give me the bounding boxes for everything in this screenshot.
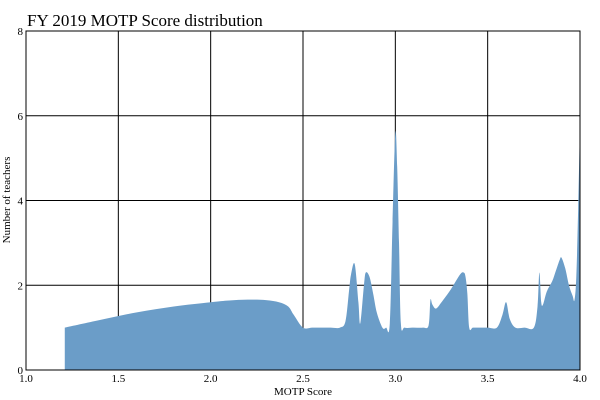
x-axis-ticks: 1.0 1.5 2.0 2.5 3.0 3.5 4.0 <box>19 373 587 385</box>
plot-frame <box>25 30 581 371</box>
y-axis-ticks: 0 2 4 6 8 <box>18 26 24 377</box>
x-tick-label: 3.5 <box>481 373 495 385</box>
y-tick-label: 2 <box>18 280 24 292</box>
y-axis-label: Number of teachers <box>1 157 13 244</box>
x-axis-label: MOTP Score <box>274 386 332 398</box>
y-tick-label: 8 <box>18 26 24 38</box>
x-tick-label: 1.0 <box>19 373 33 385</box>
y-tick-label: 6 <box>18 111 24 123</box>
chart-title: FY 2019 MOTP Score distribution <box>27 11 263 30</box>
distribution-area <box>64 124 580 370</box>
x-tick-label: 2.0 <box>204 373 218 385</box>
y-tick-label: 4 <box>18 196 24 208</box>
plot-area <box>64 124 580 370</box>
y-tick-label: 0 <box>18 365 24 377</box>
x-tick-label: 1.5 <box>111 373 125 385</box>
x-tick-label: 4.0 <box>573 373 587 385</box>
x-tick-label: 3.0 <box>388 373 402 385</box>
x-tick-label: 2.5 <box>296 373 310 385</box>
